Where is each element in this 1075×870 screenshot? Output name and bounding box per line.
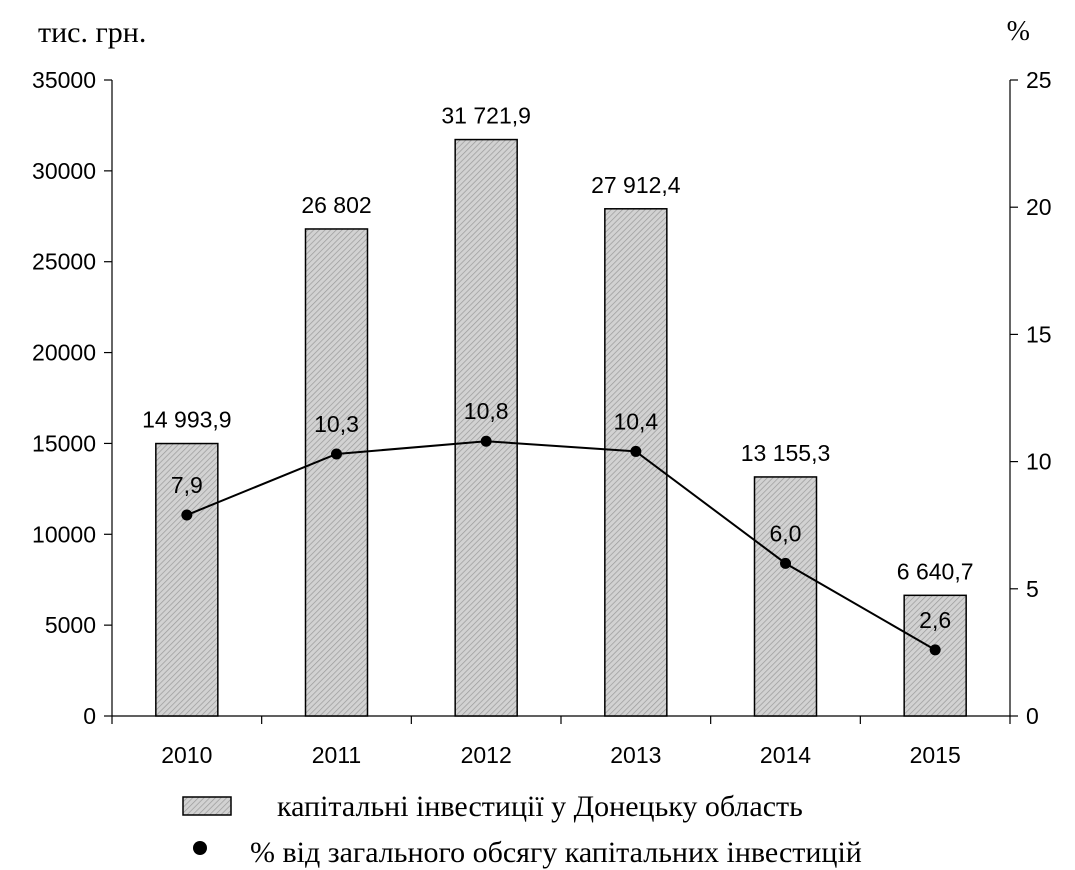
y-tick-label-left: 10000 (32, 521, 96, 547)
data-labels: 14 993,9 26 802 31 721,9 27 912,4 13 155,3 6 … (142, 103, 973, 633)
y-tick-label-left: 0 (83, 703, 96, 729)
x-tick-label: 2015 (910, 742, 961, 768)
bar-value-label: 6 640,7 (897, 558, 974, 584)
y-tick-label-left: 15000 (32, 430, 96, 456)
y-tick-label-right: 20 (1026, 194, 1052, 220)
line-value-label: 2,6 (919, 607, 951, 633)
y-tick-label-left: 5000 (45, 612, 96, 638)
bar-value-label: 14 993,9 (142, 407, 232, 433)
bar-2014 (753, 476, 818, 717)
line-point-2015 (929, 644, 941, 656)
y-tick-label-left: 25000 (32, 249, 96, 275)
x-tick-label: 2011 (312, 742, 361, 768)
line-point-2013 (630, 445, 642, 457)
bar-value-label: 13 155,3 (741, 440, 831, 466)
y-tick-label-left: 35000 (32, 67, 96, 93)
line-value-label: 10,4 (613, 408, 658, 434)
line-point-2010 (181, 509, 193, 521)
line-point-2014 (780, 557, 791, 569)
y-tick-label-right: 25 (1026, 67, 1052, 93)
y-tick-label-right: 15 (1026, 321, 1052, 347)
y-tick-label-left: 20000 (32, 340, 96, 366)
x-tick-label: 2010 (161, 742, 212, 768)
x-tick-label: 2014 (760, 742, 811, 768)
legend-bar-swatch (182, 796, 232, 816)
line-value-label: 10,8 (464, 398, 509, 424)
y-axis-title-left: тис. грн. (38, 16, 146, 49)
legend-line-label: % від загального обсягу капітальних інве… (250, 836, 862, 869)
bar-2012 (454, 138, 518, 717)
x-tick-label: 2013 (610, 742, 661, 768)
y-tick-label-right: 10 (1026, 449, 1052, 475)
legend-bar-label: капітальні інвестиції у Донецьку область (277, 790, 803, 823)
bar-value-label: 26 802 (301, 192, 371, 218)
line-point-2011 (331, 448, 342, 460)
bar-2011 (304, 228, 369, 717)
y-tick-label-right: 0 (1026, 703, 1039, 729)
x-tick-label: 2012 (461, 742, 512, 768)
percent-line (186, 440, 936, 651)
bar-2010 (155, 442, 219, 717)
y-axis-title-right: % (1007, 16, 1030, 47)
bar-value-label: 27 912,4 (591, 172, 681, 198)
legend-line-marker (193, 841, 207, 855)
line-value-label: 6,0 (770, 520, 802, 546)
line-point-2012 (480, 435, 492, 447)
line-value-label: 7,9 (171, 472, 203, 498)
x-tick-labels: 2010 2011 2012 2013 2014 2015 (161, 742, 961, 768)
line-value-label: 10,3 (314, 411, 359, 437)
axes: 0 5000 10000 15000 20000 25000 30000 35000 0 5 10 1… (32, 67, 1052, 729)
y-tick-label-right: 5 (1026, 576, 1039, 602)
y-tick-label-left: 30000 (32, 158, 96, 184)
bar-2013 (604, 208, 668, 717)
legend: капітальні інвестиції у Донецьку область… (182, 790, 862, 869)
bar-2015 (903, 594, 967, 717)
bar-value-label: 31 721,9 (441, 103, 531, 129)
bar-series (155, 138, 967, 717)
line-series (181, 435, 941, 656)
